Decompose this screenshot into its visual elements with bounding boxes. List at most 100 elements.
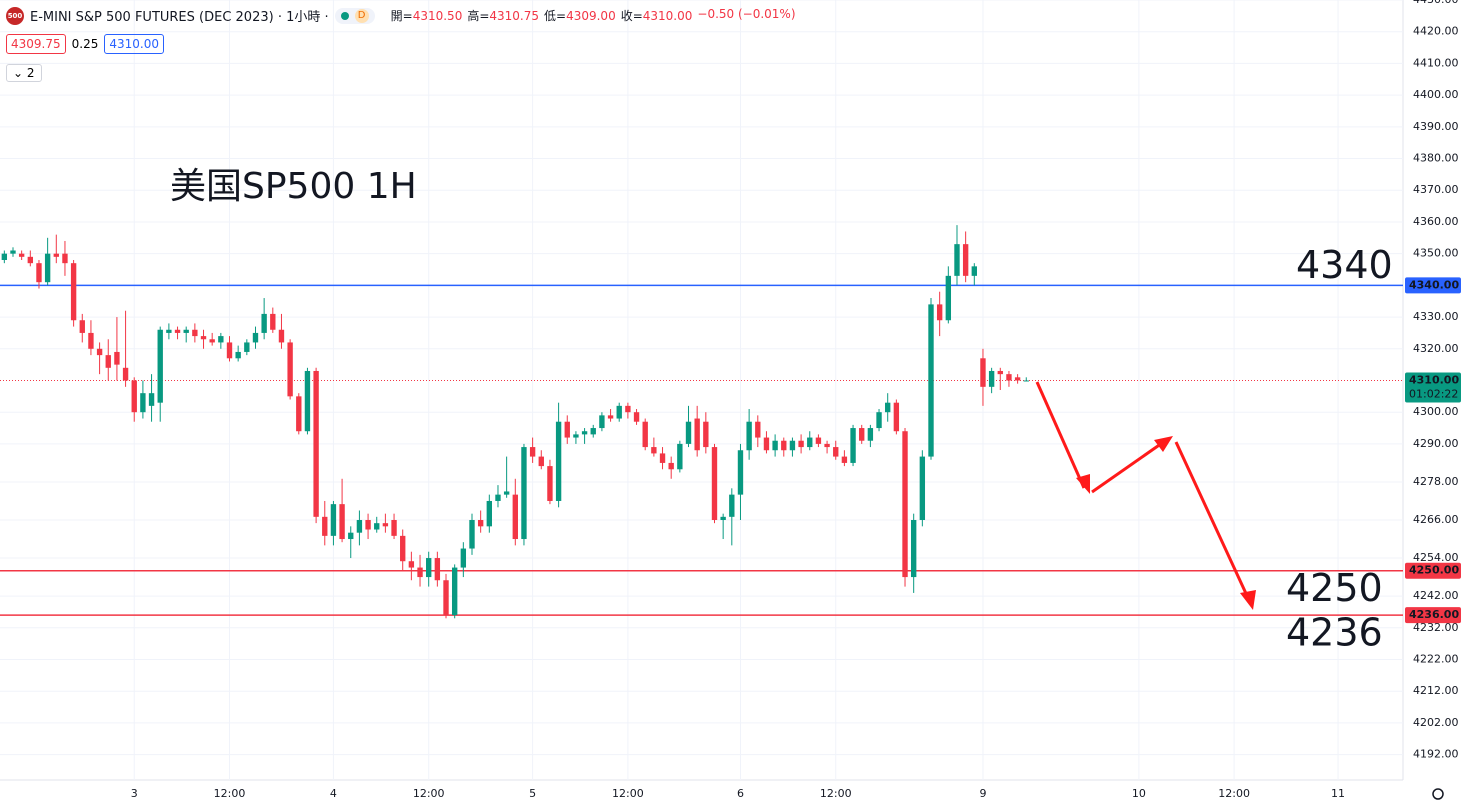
- candle-body: [954, 244, 960, 276]
- candle-body: [62, 253, 68, 264]
- candle-body: [226, 342, 233, 359]
- ask-box[interactable]: 4310.00: [104, 34, 164, 54]
- y-tick-label: 4360.00: [1413, 215, 1459, 228]
- ohlc-item: 收=4310.00: [621, 7, 693, 24]
- settings-icon: [1432, 788, 1444, 800]
- price-tag: [1405, 277, 1461, 294]
- candle-body: [417, 567, 423, 578]
- indicators-toggle[interactable]: ⌄ 2: [6, 64, 42, 82]
- candle-body: [278, 329, 285, 343]
- candle-body: [70, 263, 77, 321]
- arrow-head: [1154, 436, 1173, 452]
- bid-box[interactable]: 4309.75: [6, 34, 66, 54]
- y-tick-label: 4390.00: [1413, 120, 1459, 133]
- candle-body: [668, 462, 674, 470]
- ohlc-key: 開=: [390, 9, 413, 23]
- symbol-logo: 500: [6, 6, 24, 25]
- candle-body: [980, 358, 986, 387]
- ohlc-item: 高=4310.75: [467, 7, 539, 24]
- candle-body: [382, 523, 389, 527]
- candle-body: [677, 443, 683, 470]
- x-tick-label: 6: [737, 787, 744, 800]
- candle-body: [711, 447, 718, 520]
- candle-body: [348, 532, 354, 540]
- candle-body: [192, 329, 198, 337]
- price-annotation: 4236: [1286, 611, 1383, 655]
- candle-body: [1023, 380, 1029, 382]
- y-tick-label: 4410.00: [1413, 56, 1459, 69]
- symbol-title[interactable]: E-MINI S&P 500 FUTURES (DEC 2023) · 1小時 …: [30, 10, 329, 25]
- candle-body: [997, 370, 1003, 375]
- candle-body: [694, 418, 700, 451]
- x-tick-label: 12:00: [1218, 787, 1250, 800]
- ohlc-item: 低=4309.00: [544, 7, 616, 24]
- candle-body: [850, 428, 856, 463]
- candle-body: [789, 440, 796, 451]
- candle-body: [824, 443, 830, 448]
- candle-body: [625, 405, 631, 413]
- candle-body: [746, 421, 752, 451]
- candle-body: [304, 370, 311, 432]
- candle-body: [859, 428, 865, 441]
- candle-body: [157, 329, 163, 403]
- candle-body: [53, 253, 59, 257]
- candle-body: [391, 520, 397, 536]
- y-tick-label: 4266.00: [1413, 513, 1459, 526]
- ohlc-value: 4309.00: [566, 9, 616, 23]
- price-tag-label: 4340.00: [1409, 278, 1459, 291]
- candle-body: [642, 421, 648, 448]
- spread: 0.25: [71, 37, 99, 51]
- y-tick-label: 4290.00: [1413, 437, 1459, 450]
- x-tick-label: 12:00: [612, 787, 644, 800]
- y-tick-label: 4212.00: [1413, 684, 1459, 697]
- candle-body: [902, 431, 908, 578]
- candle-body: [174, 329, 181, 333]
- candle-body: [183, 329, 189, 333]
- candle-body: [867, 428, 874, 441]
- candle-body: [815, 437, 822, 444]
- y-tick-label: 4350.00: [1413, 247, 1459, 260]
- status-pill[interactable]: D: [334, 7, 375, 24]
- x-tick-label: 9: [979, 787, 986, 800]
- price-axis: [1403, 0, 1464, 806]
- arrow: [1174, 441, 1251, 601]
- candle-body: [469, 520, 475, 549]
- candle-body: [1006, 374, 1012, 381]
- candle-body: [1, 253, 8, 260]
- x-tick-label: 12:00: [214, 787, 246, 800]
- candle-body: [876, 412, 882, 429]
- candle-body: [477, 520, 484, 527]
- chart-annotation-title: 美国SP500 1H: [170, 166, 417, 207]
- candle-body: [581, 431, 588, 435]
- candle-body: [720, 516, 726, 520]
- candle-body: [659, 453, 666, 463]
- candle-body: [538, 456, 544, 467]
- candle-body: [408, 561, 415, 568]
- candle-body: [200, 336, 207, 340]
- y-tick-label: 4400.00: [1413, 88, 1459, 101]
- candle-body: [529, 447, 536, 457]
- candle-body: [114, 351, 120, 365]
- candle-body: [945, 275, 952, 321]
- price-tag-label: 4236.00: [1409, 608, 1459, 621]
- candle-body: [261, 313, 267, 333]
- ohlc-key: 高=: [467, 9, 490, 23]
- candle-body: [573, 434, 579, 438]
- candle-body: [365, 520, 371, 530]
- candle-body: [313, 370, 319, 517]
- x-tick-label: 4: [330, 787, 337, 800]
- candle-body: [885, 402, 891, 413]
- last-price-tag: [1405, 372, 1461, 403]
- delay-badge: D: [354, 8, 369, 23]
- candle-body: [486, 500, 493, 527]
- candle-body: [763, 437, 770, 451]
- candle-body: [460, 548, 467, 568]
- candle-body: [841, 456, 848, 463]
- last-price-label: 4310.00: [1409, 373, 1459, 386]
- price-tag: [1405, 607, 1461, 624]
- candle-body: [833, 447, 839, 457]
- quote-row: 4309.75 0.25 4310.00: [6, 34, 164, 54]
- candle-body: [919, 456, 926, 520]
- candle-body: [235, 351, 241, 359]
